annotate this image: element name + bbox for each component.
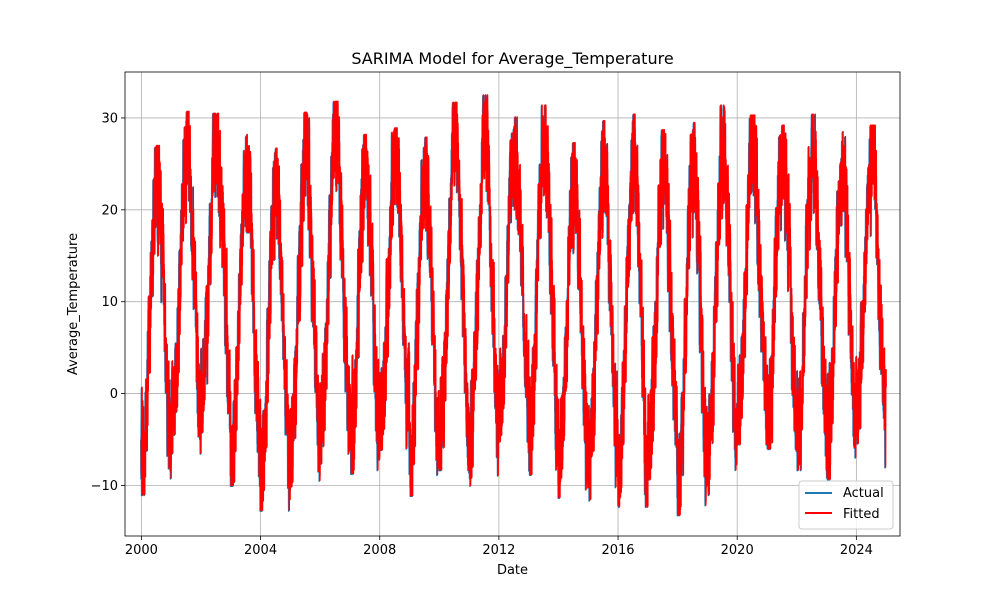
x-tick-label: 2024 (840, 543, 873, 558)
y-tick-label: 20 (101, 203, 118, 218)
x-tick-label: 2020 (721, 543, 754, 558)
x-tick-label: 2012 (482, 543, 515, 558)
x-axis-label: Date (497, 563, 528, 578)
x-tick-label: 2016 (601, 543, 634, 558)
plot-series (140, 94, 887, 517)
legend-label-fitted: Fitted (843, 507, 880, 522)
legend-label-actual: Actual (843, 486, 884, 501)
chart-title: SARIMA Model for Average_Temperature (351, 49, 673, 69)
axis-ticks: 2000 2004 2008 2012 2016 2020 2024 −10 0 10 20 30 (91, 111, 873, 558)
y-tick-label: −10 (91, 479, 118, 494)
y-tick-label: 10 (101, 295, 118, 310)
legend: Actual Fitted (798, 480, 894, 530)
series-line-fitted (140, 94, 887, 516)
y-tick-label: 0 (110, 387, 118, 402)
y-axis-label: Average_Temperature (66, 233, 81, 375)
y-tick-label: 30 (101, 111, 118, 126)
x-tick-label: 2008 (363, 543, 396, 558)
x-tick-label: 2004 (244, 543, 277, 558)
plot-area-frame (124, 71, 901, 537)
x-tick-label: 2000 (125, 543, 158, 558)
